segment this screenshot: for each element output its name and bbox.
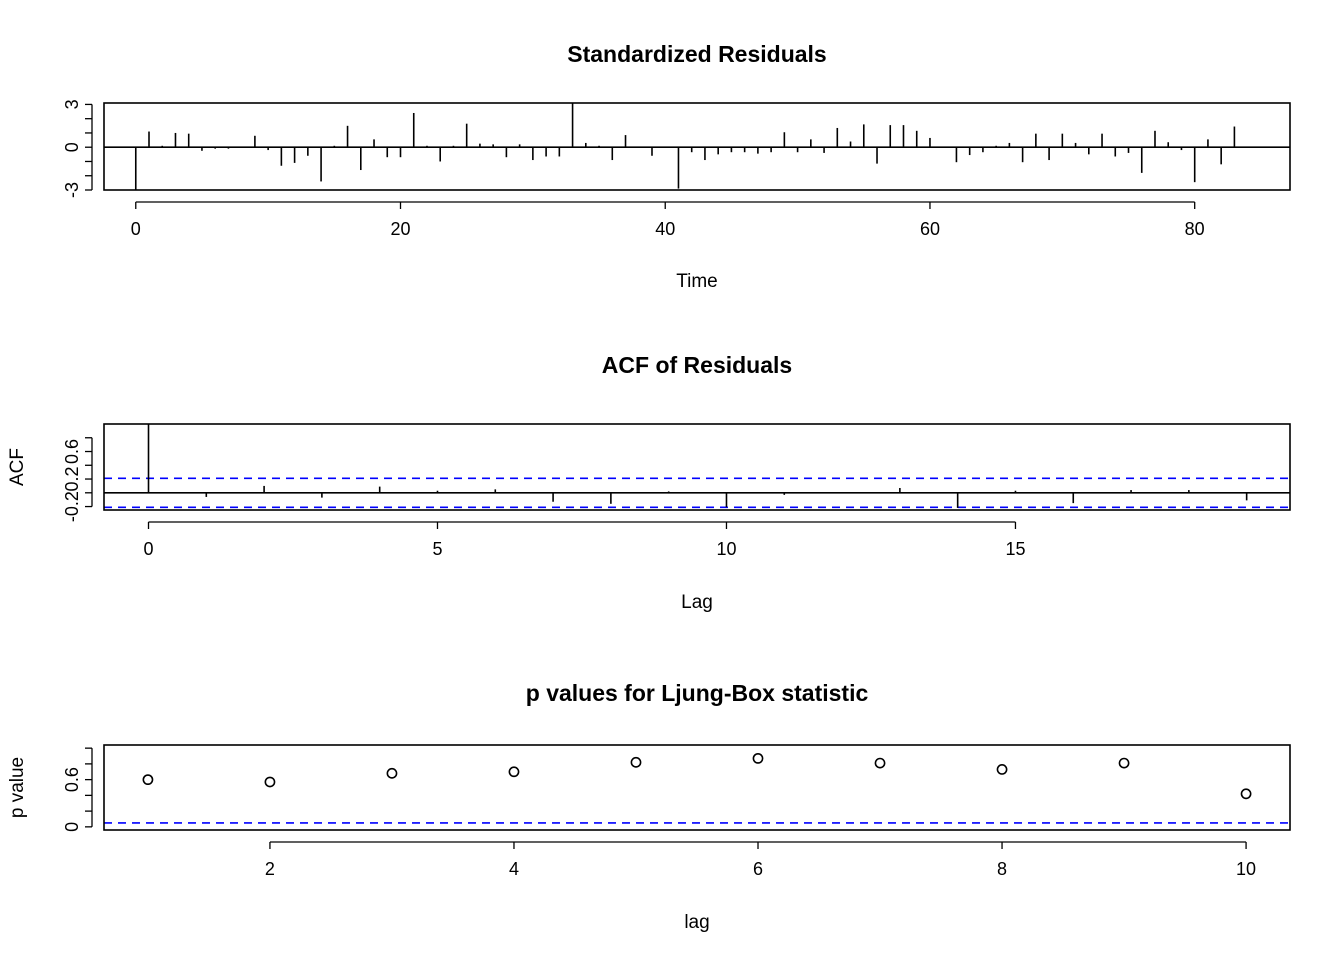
x-axis-label: lag bbox=[684, 912, 709, 933]
plot-frame bbox=[103, 423, 1291, 511]
chart-title: p values for Ljung-Box statistic bbox=[526, 680, 869, 706]
x-tick-label: 8 bbox=[997, 859, 1007, 879]
x-axis-label: Time bbox=[676, 271, 718, 292]
p-value-point bbox=[386, 767, 398, 779]
chart-panel-1: Standardized Residuals Time 0 20 40 60 80 -3 0 3 bbox=[62, 41, 1291, 292]
plot-frame bbox=[103, 102, 1291, 191]
x-tick-label: 20 bbox=[390, 219, 410, 239]
x-tick-label: 6 bbox=[753, 859, 763, 879]
x-tick-label: 60 bbox=[920, 219, 940, 239]
chart-title: Standardized Residuals bbox=[567, 41, 826, 67]
y-axis-label: p value bbox=[7, 757, 28, 818]
p-value-point bbox=[752, 752, 764, 764]
x-tick-label: 10 bbox=[1236, 859, 1256, 879]
plot-frame bbox=[103, 744, 1291, 831]
x-tick-label: 10 bbox=[716, 539, 736, 559]
y-tick-label: -3 bbox=[62, 182, 82, 198]
p-value-point bbox=[264, 776, 276, 788]
p-value-point bbox=[142, 774, 154, 786]
x-tick-label: 5 bbox=[432, 539, 442, 559]
p-value-point bbox=[1240, 788, 1252, 800]
y-axis-label: ACF bbox=[7, 448, 28, 486]
y-tick-label: 0 bbox=[62, 142, 82, 152]
y-tick-label: 0.6 bbox=[62, 767, 82, 792]
y-tick-label: 0.2 bbox=[62, 467, 82, 492]
y-tick-label: 3 bbox=[62, 99, 82, 109]
x-tick-label: 0 bbox=[131, 219, 141, 239]
x-tick-label: 40 bbox=[655, 219, 675, 239]
x-axis-label: Lag bbox=[681, 592, 713, 613]
p-value-point bbox=[1118, 757, 1130, 769]
y-tick-label: 0 bbox=[62, 822, 82, 832]
p-value-point bbox=[630, 756, 642, 768]
y-tick-label: -0.2 bbox=[62, 491, 82, 522]
p-value-point bbox=[874, 757, 886, 769]
x-tick-label: 15 bbox=[1005, 539, 1025, 559]
x-tick-label: 80 bbox=[1185, 219, 1205, 239]
p-value-point bbox=[508, 766, 520, 778]
x-tick-label: 0 bbox=[143, 539, 153, 559]
chart-panel-2: ACF of Residuals Lag ACF 0 5 10 15 -0.20.2 0.6 bbox=[7, 352, 1291, 613]
x-tick-label: 4 bbox=[509, 859, 519, 879]
chart-title: ACF of Residuals bbox=[602, 352, 792, 378]
p-value-point bbox=[996, 763, 1008, 775]
x-tick-label: 2 bbox=[265, 859, 275, 879]
y-tick-label: 0.6 bbox=[62, 439, 82, 464]
chart-panel-3: p values for Ljung-Box statistic lag p val… bbox=[7, 680, 1291, 933]
